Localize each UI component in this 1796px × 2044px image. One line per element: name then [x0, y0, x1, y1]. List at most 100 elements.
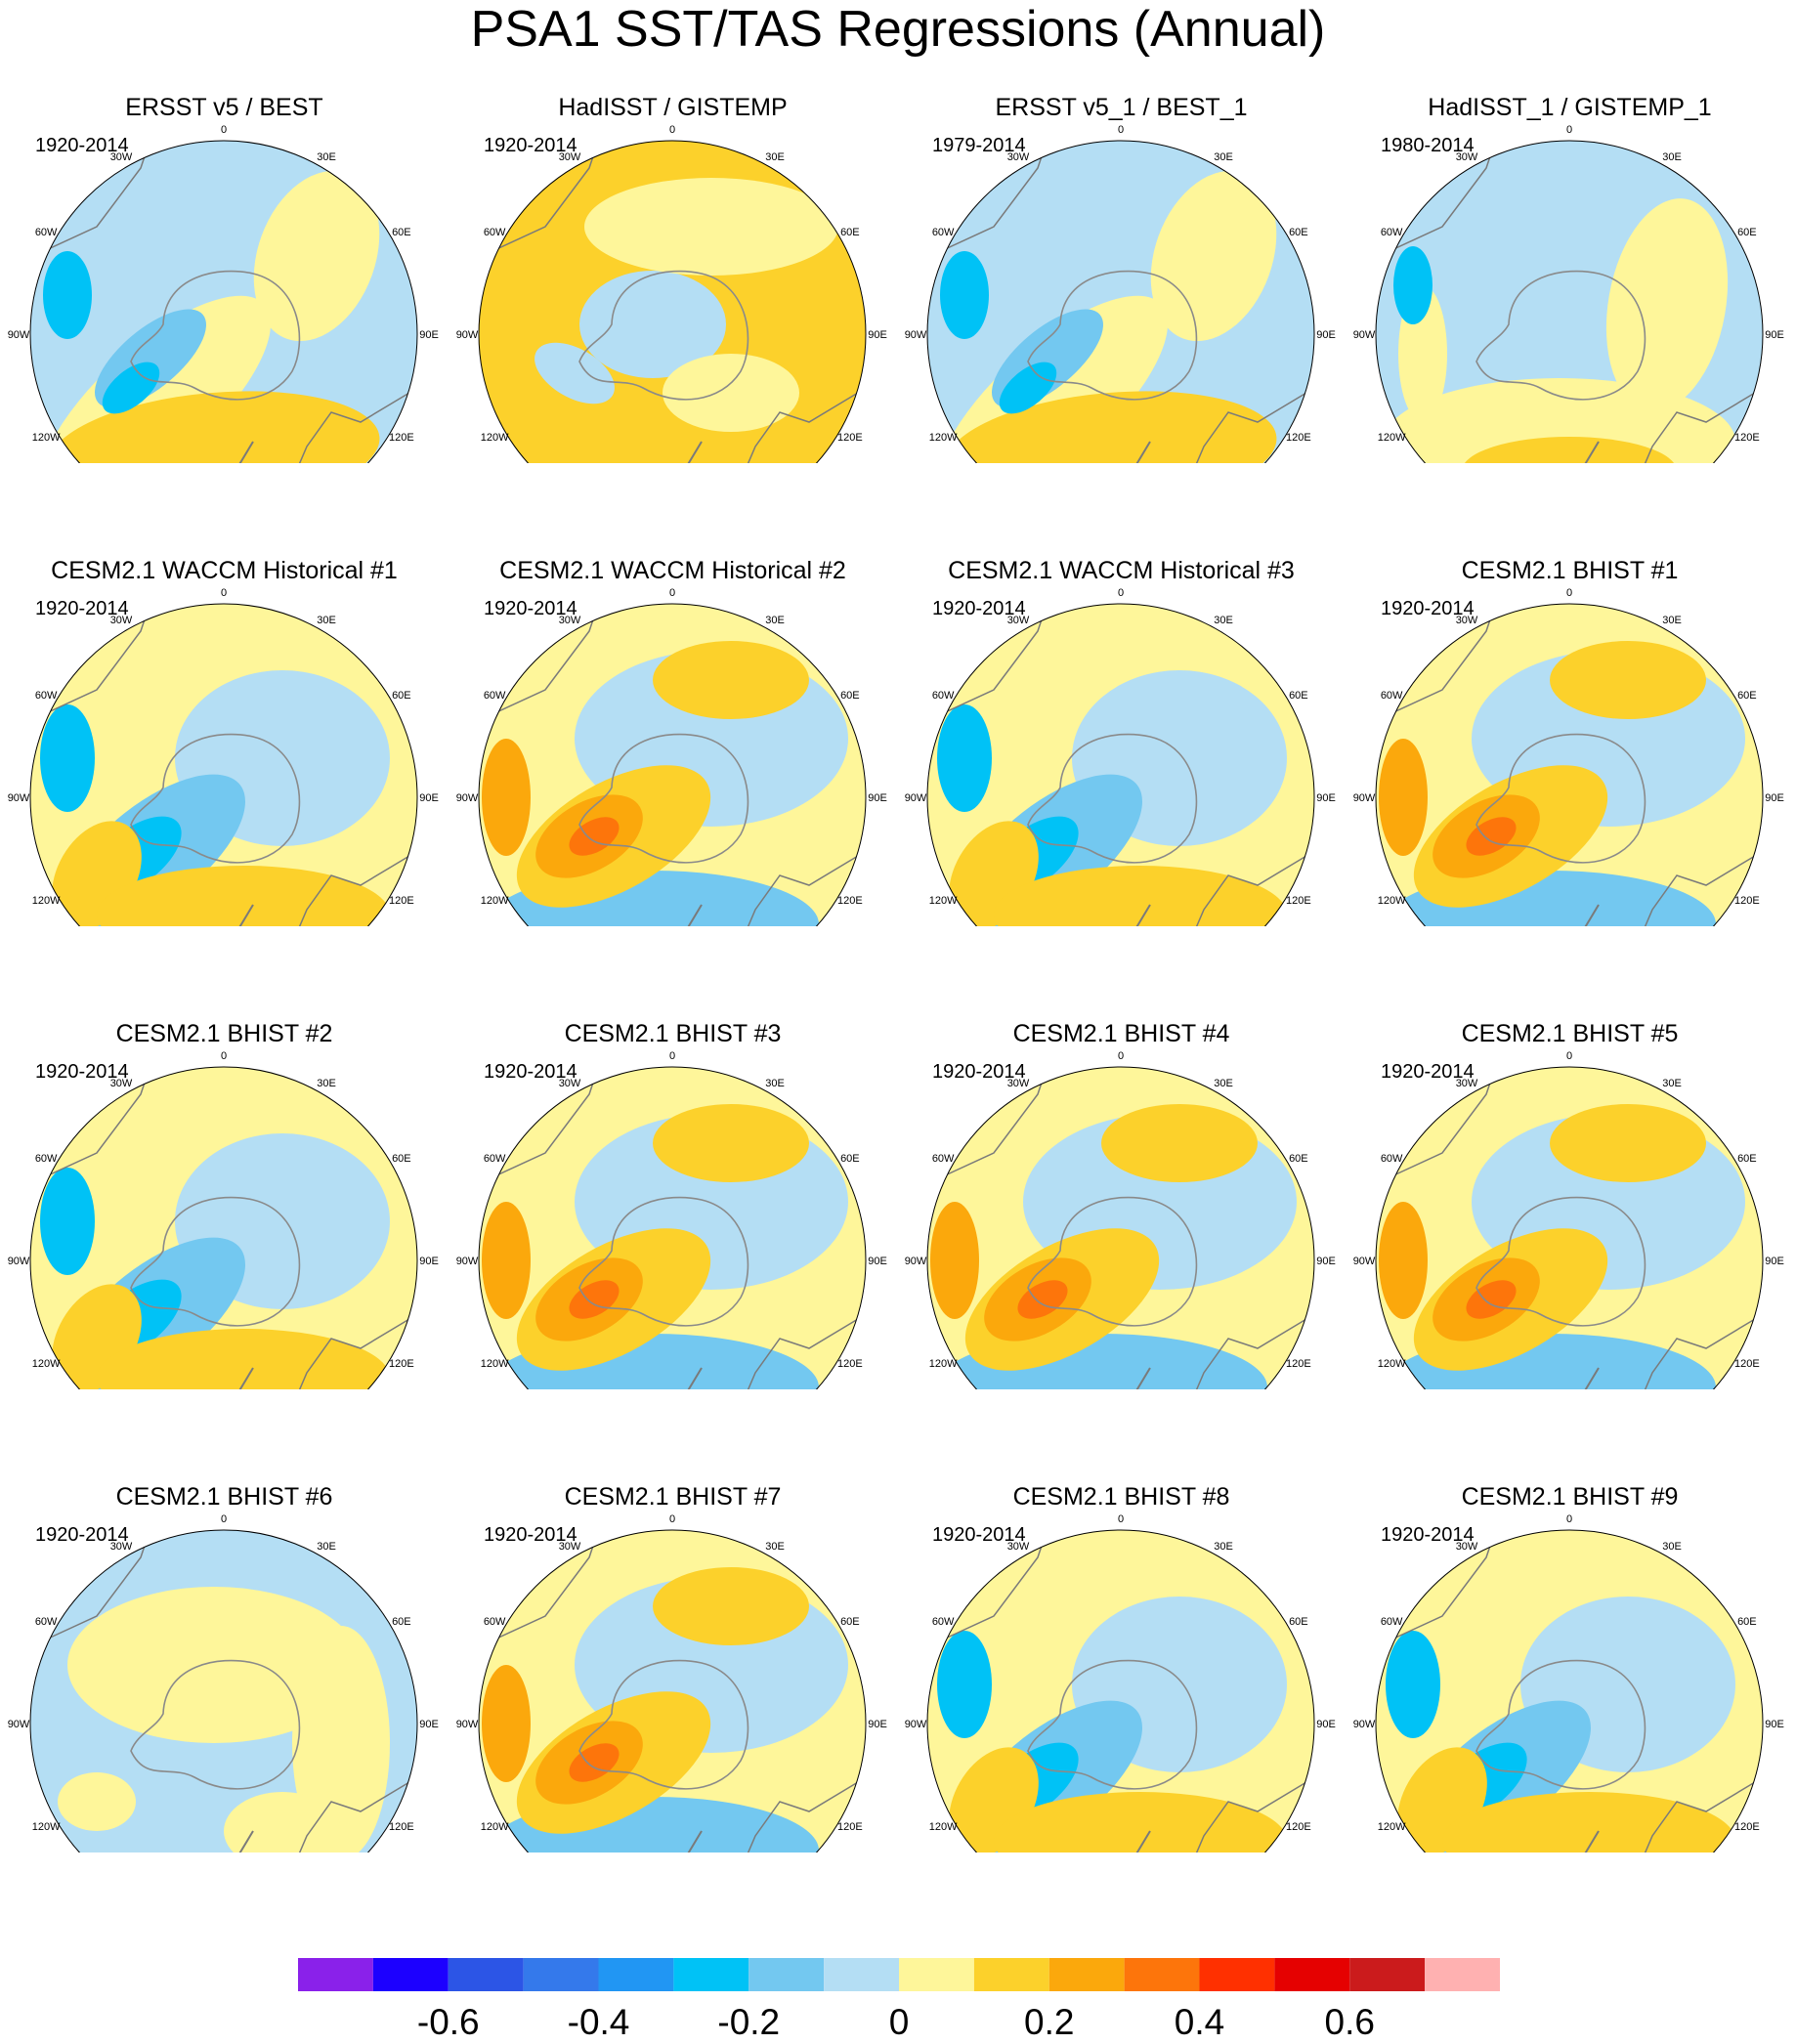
- longitude-label: 90W: [456, 329, 479, 341]
- map-panel: 030E60E90E120E150E180150W120W90W60W30WCE…: [897, 1389, 1346, 1852]
- map-border: [926, 1529, 1315, 1852]
- longitude-label: 60W: [932, 690, 955, 702]
- panel-title: CESM2.1 BHIST #7: [564, 1483, 782, 1511]
- anomaly-contour: [40, 1168, 95, 1275]
- australia-coastline: [1178, 855, 1307, 926]
- anomaly-contour: [97, 866, 390, 926]
- panel-period: 1920-2014: [932, 1061, 1026, 1083]
- longitude-label: 120W: [929, 895, 958, 907]
- australia-coastline: [730, 1318, 859, 1389]
- longitude-label: 60E: [392, 690, 411, 702]
- longitude-label: 120W: [1378, 895, 1406, 907]
- antarctica-coastline: [130, 270, 301, 401]
- colorbar-swatch: [899, 1958, 974, 1991]
- panel-period: 1920-2014: [484, 1524, 577, 1546]
- new-zealand-coastline: [676, 1830, 703, 1852]
- longitude-label: 30W: [559, 1078, 581, 1089]
- longitude-label: 30W: [559, 615, 581, 626]
- longitude-label: 30W: [1456, 1078, 1478, 1089]
- anomaly-contour: [940, 251, 989, 339]
- polar-map: 030E60E90E120E150E180150W120W90W60W30W: [905, 1513, 1336, 1852]
- antarctica-coastline: [1027, 270, 1198, 401]
- longitude-label: 30E: [1214, 1078, 1233, 1089]
- anomaly-contour: [482, 1202, 531, 1319]
- polar-map: 030E60E90E120E150E180150W120W90W60W30W: [456, 1050, 887, 1389]
- anomaly-contour: [1442, 1792, 1735, 1852]
- australia-coastline: [281, 855, 410, 926]
- map-panel: 030E60E90E120E150E180150W120W90W60W30WCE…: [1346, 463, 1794, 926]
- longitude-label: 120W: [481, 895, 509, 907]
- panel-period: 1920-2014: [35, 1524, 129, 1546]
- polar-map: 030E60E90E120E150E180150W120W90W60W30W: [1353, 124, 1784, 463]
- longitude-label: 60E: [1289, 227, 1308, 238]
- longitude-label: 0: [1118, 124, 1124, 136]
- longitude-label: 60W: [932, 1616, 955, 1628]
- anomaly-contour: [653, 1104, 809, 1182]
- polar-map: 030E60E90E120E150E180150W120W90W60W30W: [1353, 1050, 1784, 1389]
- longitude-label: 120W: [929, 432, 958, 444]
- colorbar-swatch: [598, 1958, 674, 1991]
- map-border: [926, 140, 1315, 463]
- longitude-label: 60W: [1381, 690, 1403, 702]
- map-panel: 030E60E90E120E150E180150W120W90W60W30WCE…: [1346, 1389, 1794, 1852]
- longitude-label: 90E: [419, 329, 439, 341]
- longitude-label: 60W: [932, 1153, 955, 1165]
- new-zealand-coastline: [228, 1367, 254, 1389]
- new-zealand-coastline: [228, 904, 254, 926]
- new-zealand-coastline: [1125, 1367, 1151, 1389]
- longitude-label: 30E: [1662, 615, 1682, 626]
- longitude-label: 90W: [8, 1256, 30, 1267]
- map-panel: 030E60E90E120E150E180150W120W90W60W30WCE…: [897, 463, 1346, 926]
- longitude-label: 90W: [456, 792, 479, 804]
- longitude-label: 0: [1566, 587, 1572, 599]
- longitude-label: 90W: [1353, 792, 1376, 804]
- longitude-label: 60E: [392, 1153, 411, 1165]
- longitude-label: 60W: [35, 227, 58, 238]
- longitude-label: 60W: [35, 1153, 58, 1165]
- anomaly-contour: [1150, 170, 1277, 342]
- map-border: [478, 1529, 867, 1852]
- antarctica-coastline: [130, 733, 301, 864]
- anomaly-contour: [97, 1329, 390, 1389]
- australia-coastline: [1178, 392, 1307, 463]
- longitude-label: 120W: [481, 1358, 509, 1370]
- longitude-label: 60W: [932, 227, 955, 238]
- longitude-label: 90E: [1316, 1719, 1336, 1730]
- longitude-label: 30W: [1456, 151, 1478, 163]
- longitude-label: 120E: [1286, 432, 1311, 444]
- longitude-label: 0: [1566, 124, 1572, 136]
- longitude-label: 120W: [32, 432, 61, 444]
- longitude-label: 120E: [1734, 1821, 1760, 1833]
- anomaly-contour: [253, 170, 380, 342]
- map-panel: 030E60E90E120E150E180150W120W90W60W30WER…: [897, 0, 1346, 463]
- australia-coastline: [1178, 1318, 1307, 1389]
- panel-title: ERSST v5_1 / BEST_1: [995, 94, 1248, 121]
- longitude-label: 120E: [837, 1358, 863, 1370]
- colorbar-tick-label: 0: [888, 2002, 910, 2042]
- longitude-label: 30E: [765, 151, 785, 163]
- longitude-label: 60E: [840, 227, 860, 238]
- longitude-label: 90W: [456, 1256, 479, 1267]
- anomaly-contour: [937, 1631, 992, 1738]
- anomaly-contour: [40, 704, 95, 812]
- new-zealand-coastline: [1125, 441, 1151, 463]
- anomaly-contour: [535, 342, 615, 405]
- australia-coastline: [730, 392, 859, 463]
- longitude-label: 30W: [1007, 1541, 1030, 1553]
- new-zealand-coastline: [676, 1367, 703, 1389]
- panel-title: CESM2.1 BHIST #3: [564, 1020, 782, 1047]
- longitude-label: 60W: [35, 690, 58, 702]
- longitude-label: 30W: [1456, 1541, 1478, 1553]
- antarctica-coastline: [578, 733, 749, 864]
- longitude-label: 90W: [905, 1719, 927, 1730]
- longitude-label: 30W: [110, 1541, 133, 1553]
- panel-period: 1920-2014: [1381, 1061, 1475, 1083]
- longitude-label: 60E: [1289, 690, 1308, 702]
- anomaly-contour: [663, 354, 799, 432]
- map-panel: 030E60E90E120E150E180150W120W90W60W30WCE…: [449, 1389, 897, 1852]
- longitude-label: 120E: [1286, 895, 1311, 907]
- longitude-label: 90E: [1316, 792, 1336, 804]
- anomaly-contour: [43, 251, 92, 339]
- colorbar-swatch: [298, 1958, 373, 1991]
- polar-map: 030E60E90E120E150E180150W120W90W60W30W: [1353, 587, 1784, 926]
